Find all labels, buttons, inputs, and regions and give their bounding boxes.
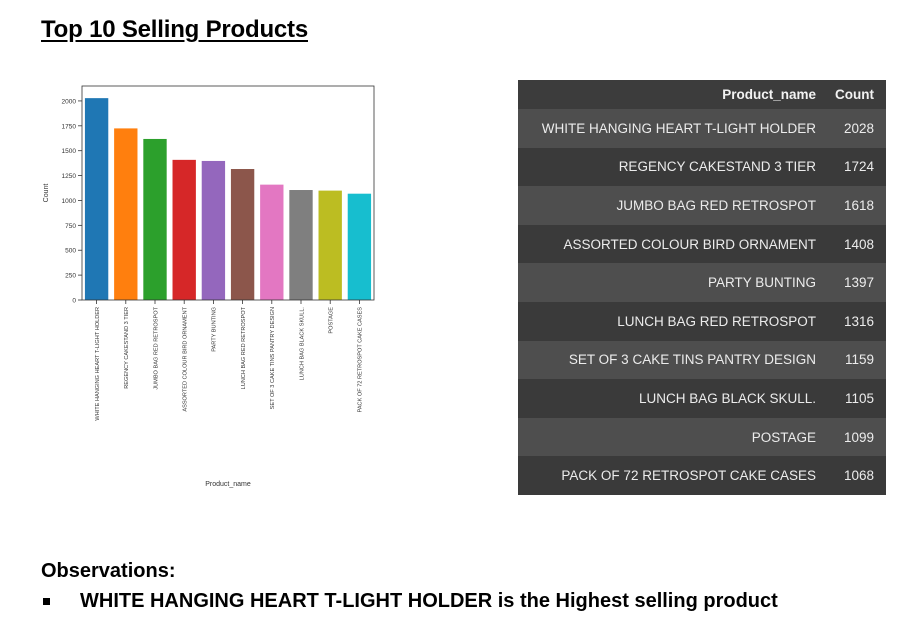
y-tick-label: 750 [65,223,76,230]
count-cell: 1618 [843,197,874,213]
y-tick-label: 2000 [62,98,77,105]
bar [347,193,372,300]
table-row: LUNCH BAG BLACK SKULL. 1105 [518,379,886,418]
table-row: PACK OF 72 RETROSPOT CAKE CASES 1068 [518,456,886,495]
bar [260,184,284,300]
x-tick-label: WHITE HANGING HEART T-LIGHT HOLDER [95,307,101,421]
product-name-cell: PACK OF 72 RETROSPOT CAKE CASES [561,468,816,484]
count-cell: 1105 [844,390,874,406]
bar [143,138,167,300]
observation-item: WHITE HANGING HEART T-LIGHT HOLDER is th… [41,590,778,613]
table-row: SET OF 3 CAKE TINS PANTRY DESIGN 1159 [518,340,886,380]
y-tick-label: 1750 [62,123,77,130]
bar [289,190,313,300]
observation-text: WHITE HANGING HEART T-LIGHT HOLDER is th… [80,590,778,612]
table-row: POSTAGE 1099 [518,417,886,457]
bar [84,98,109,301]
page-title: Top 10 Selling Products [41,16,308,43]
x-axis-label: Product_name [205,481,251,488]
count-cell: 1397 [843,275,874,291]
header-count: Count [835,87,874,102]
x-tick-label: REGENCY CAKESTAND 3 TIER [124,307,130,389]
x-tick-label: PACK OF 72 RETROSPOT CAKE CASES [358,307,364,413]
x-tick-label: ASSORTED COLOUR BIRD ORNAMENT [183,306,189,411]
observations-list: WHITE HANGING HEART T-LIGHT HOLDER is th… [41,590,778,613]
product-name-cell: LUNCH BAG BLACK SKULL. [638,390,816,406]
bar [201,160,226,300]
product-name-cell: PARTY BUNTING [707,275,816,291]
table-row: REGENCY CAKESTAND 3 TIER 1724 [518,147,886,187]
product-name-cell: WHITE HANGING HEART T-LIGHT HOLDER [541,120,816,136]
table-row: WHITE HANGING HEART T-LIGHT HOLDER 2028 [518,109,886,148]
x-tick-label: JUMBO BAG RED RETROSPOT [153,306,159,389]
x-tick-label: LUNCH BAG BLACK SKULL. [299,307,305,381]
bar [114,128,138,300]
bar [172,159,196,300]
observations-title: Observations: [41,560,176,582]
product-name-cell: POSTAGE [751,429,816,445]
table-row: LUNCH BAG RED RETROSPOT 1316 [518,301,886,341]
products-table: Product_name Count WHITE HANGING HEART T… [518,80,886,495]
count-cell: 2028 [843,120,874,136]
y-tick-label: 1500 [62,148,77,155]
count-cell: 1159 [844,352,874,368]
product-name-cell: SET OF 3 CAKE TINS PANTRY DESIGN [568,352,816,368]
product-name-cell: LUNCH BAG RED RETROSPOT [617,313,816,329]
product-name-cell: JUMBO BAG RED RETROSPOT [616,197,816,213]
bar [318,190,342,300]
bar-chart: 0 250 500 750 1000 1250 1500 1750 2000 WHITE HANG… [43,85,375,488]
y-tick-label: 500 [65,248,76,255]
y-axis-label: Count [43,184,50,203]
table-row: JUMBO BAG RED RETROSPOT 1618 [518,186,886,225]
table-header-row: Product_name Count [518,80,886,109]
count-cell: 1099 [843,429,874,445]
table-row: PARTY BUNTING 1397 [518,263,886,302]
count-cell: 1408 [843,236,874,252]
count-cell: 1068 [843,468,874,484]
bar [230,169,255,300]
square-bullet-icon [43,598,50,605]
y-tick-label: 1000 [62,198,77,205]
table-row: ASSORTED COLOUR BIRD ORNAMENT 1408 [518,224,886,264]
count-cell: 1316 [843,313,874,329]
y-tick-label: 1250 [62,173,77,180]
x-tick-label: LUNCH BAG RED RETROSPOT [241,306,247,389]
product-name-cell: ASSORTED COLOUR BIRD ORNAMENT [563,236,816,252]
x-tick-label: SET OF 3 CAKE TINS PANTRY DESIGN [270,307,276,409]
x-tick-label: POSTAGE [329,307,335,334]
plot-frame [81,85,375,301]
y-tick-label: 250 [65,273,76,280]
x-tick-label: PARTY BUNTING [212,307,218,352]
header-product-name: Product_name [722,87,816,102]
product-name-cell: REGENCY CAKESTAND 3 TIER [618,159,816,175]
count-cell: 1724 [843,159,874,175]
y-tick-label: 0 [72,298,76,305]
